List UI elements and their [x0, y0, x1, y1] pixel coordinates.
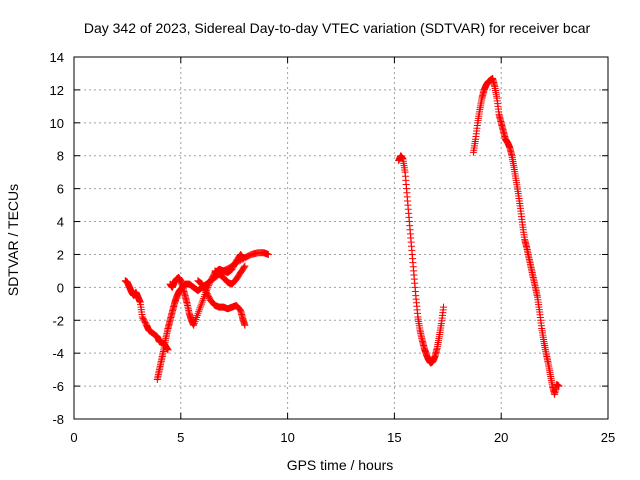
series-4: [194, 277, 249, 329]
data-point-marker: [240, 263, 248, 271]
data-point-marker: [206, 278, 214, 286]
data-point-marker: [555, 382, 563, 390]
y-tick-label: 0: [57, 280, 64, 295]
y-tick-label: 14: [50, 50, 64, 65]
x-tick-label: 20: [494, 430, 508, 445]
y-axis-label: SDTVAR / TECUs: [5, 184, 21, 296]
series-6: [395, 152, 448, 367]
data-point-marker: [239, 254, 247, 262]
data-point-marker: [241, 321, 249, 329]
y-tick-label: 2: [57, 247, 64, 262]
x-tick-label: 15: [387, 430, 401, 445]
data-point-marker: [241, 262, 249, 270]
y-tick-label: -6: [52, 379, 64, 394]
x-tick-label: 5: [177, 430, 184, 445]
y-tick-label: -2: [52, 313, 64, 328]
data-point-marker: [264, 250, 272, 258]
grid: [74, 57, 608, 419]
y-tick-label: 4: [57, 215, 64, 230]
series-1: [121, 277, 172, 354]
data-point-marker: [440, 303, 448, 311]
series-5: [211, 262, 249, 288]
x-tick-label: 0: [70, 430, 77, 445]
y-tick-label: 12: [50, 83, 64, 98]
y-tick-label: 8: [57, 149, 64, 164]
series-3: [166, 250, 247, 329]
plot-frame: [73, 56, 609, 420]
x-tick-label: 25: [601, 430, 615, 445]
chart-title: Day 342 of 2023, Sidereal Day-to-day VTE…: [84, 20, 591, 36]
x-tick-label: 10: [280, 430, 294, 445]
y-tick-label: -8: [52, 412, 64, 427]
y-tick-label: 10: [50, 116, 64, 131]
data-point-marker: [235, 305, 243, 313]
x-axis-label: GPS time / hours: [287, 457, 394, 473]
y-tick-label: -4: [52, 346, 64, 361]
data-points: [121, 74, 563, 398]
series-2: [153, 249, 272, 384]
y-tick-label: 6: [57, 182, 64, 197]
series-7: [469, 74, 563, 398]
data-point-marker: [205, 280, 213, 288]
